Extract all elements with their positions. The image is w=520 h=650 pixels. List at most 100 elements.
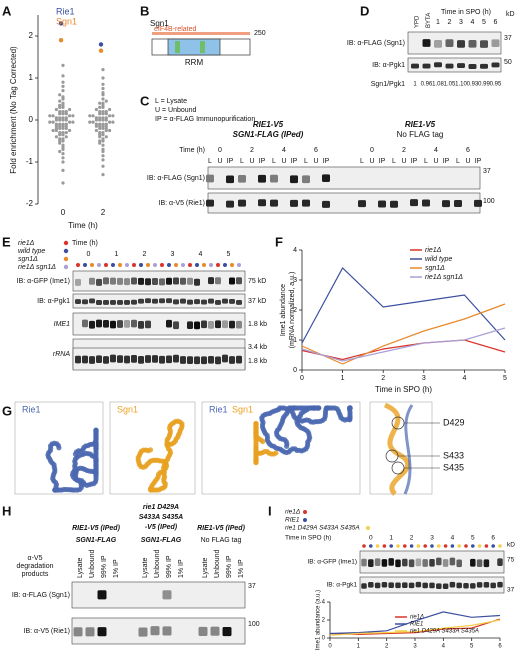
band <box>166 277 172 285</box>
band <box>194 299 200 305</box>
band <box>222 320 228 329</box>
band <box>236 299 242 305</box>
point <box>61 63 65 67</box>
lane-dot <box>443 544 448 548</box>
blot <box>407 31 502 55</box>
band <box>152 355 158 363</box>
x-tick-label: 5 <box>470 644 474 650</box>
band <box>82 299 88 305</box>
legend-text: IP = α-FLAG Immunopurification <box>155 116 255 123</box>
band <box>470 583 476 589</box>
band <box>497 581 503 588</box>
lane-dot <box>202 263 206 267</box>
x-tick-label: 6 <box>498 644 502 650</box>
blot-label: IB: α-Pgk1 <box>372 62 405 69</box>
structure-label: Sgn1 <box>117 404 138 414</box>
legend-text: L = Lysate <box>155 98 187 105</box>
time-tick: 4 <box>434 147 438 154</box>
band <box>410 199 418 207</box>
lane-label: 1% IP <box>178 559 185 578</box>
band <box>215 299 221 305</box>
band <box>201 320 207 329</box>
band <box>103 356 109 364</box>
lane-dot <box>484 544 489 548</box>
band <box>215 320 221 329</box>
point <box>101 131 105 135</box>
point <box>98 139 102 143</box>
lane-dot <box>382 544 387 548</box>
lane-dot <box>153 263 157 267</box>
band <box>480 63 488 69</box>
band <box>208 277 214 285</box>
point <box>58 149 62 154</box>
band <box>131 277 137 285</box>
band <box>117 320 123 328</box>
x-tick-label: 0 <box>328 644 332 650</box>
band <box>290 175 298 184</box>
point <box>98 122 102 126</box>
point <box>61 101 65 105</box>
lane-dot <box>423 544 428 548</box>
lane-dot <box>477 544 482 548</box>
kd-label: kD <box>506 11 515 18</box>
x-tick-label: 5 <box>503 375 507 382</box>
point <box>111 114 115 118</box>
lane-label: L <box>240 158 244 165</box>
point <box>58 93 62 97</box>
band <box>89 277 95 285</box>
lane-label: U <box>249 158 254 165</box>
band <box>124 300 130 305</box>
point <box>98 116 102 120</box>
structure-frame <box>109 401 196 495</box>
legend-label: sgn1Δ <box>425 265 445 272</box>
band <box>131 319 137 328</box>
legend-label: rie1Δ <box>410 615 424 621</box>
point <box>68 114 72 118</box>
band <box>368 581 374 588</box>
point <box>101 158 105 162</box>
point <box>71 114 75 118</box>
point <box>61 74 65 78</box>
band <box>138 277 144 285</box>
band <box>402 582 408 589</box>
blot-label: IME1 <box>54 321 70 328</box>
band <box>483 582 490 588</box>
lane-label: 99% IP <box>101 555 108 578</box>
ratio-value: 0.99 <box>478 82 490 88</box>
x-tick-label: 2 <box>101 208 106 217</box>
band <box>222 626 232 637</box>
band <box>82 355 88 364</box>
lane-label: 1% IP <box>113 559 120 578</box>
point <box>108 120 112 124</box>
time-tick: 2 <box>448 19 452 26</box>
band <box>180 277 186 285</box>
time-tick: 4 <box>451 535 455 542</box>
band <box>395 582 401 589</box>
band <box>411 63 419 69</box>
marker: 37 <box>248 583 256 590</box>
point <box>98 110 102 114</box>
point <box>104 99 108 103</box>
blot-label: IB: α-FLAG (Sgn1) <box>347 40 405 47</box>
band <box>89 356 95 364</box>
lane-label: Lysate <box>202 558 209 578</box>
strain-header: SGN1-FLAG (IPed) <box>233 130 304 139</box>
lane-dot <box>230 263 234 267</box>
band <box>408 582 415 589</box>
point <box>61 156 65 160</box>
band <box>422 39 431 47</box>
time-tick: 4 <box>471 19 475 26</box>
band <box>422 582 428 589</box>
band <box>238 199 246 207</box>
x-tick-label: 0 <box>300 375 304 382</box>
point <box>111 120 115 124</box>
point <box>101 97 105 101</box>
marker: 37 <box>483 168 491 175</box>
lane-dot <box>118 263 122 267</box>
lane-label: U <box>217 158 222 165</box>
lane-dot <box>457 544 462 548</box>
strain-dot <box>303 518 307 522</box>
lane-label: IP <box>443 158 450 165</box>
lane-dot <box>369 544 373 548</box>
